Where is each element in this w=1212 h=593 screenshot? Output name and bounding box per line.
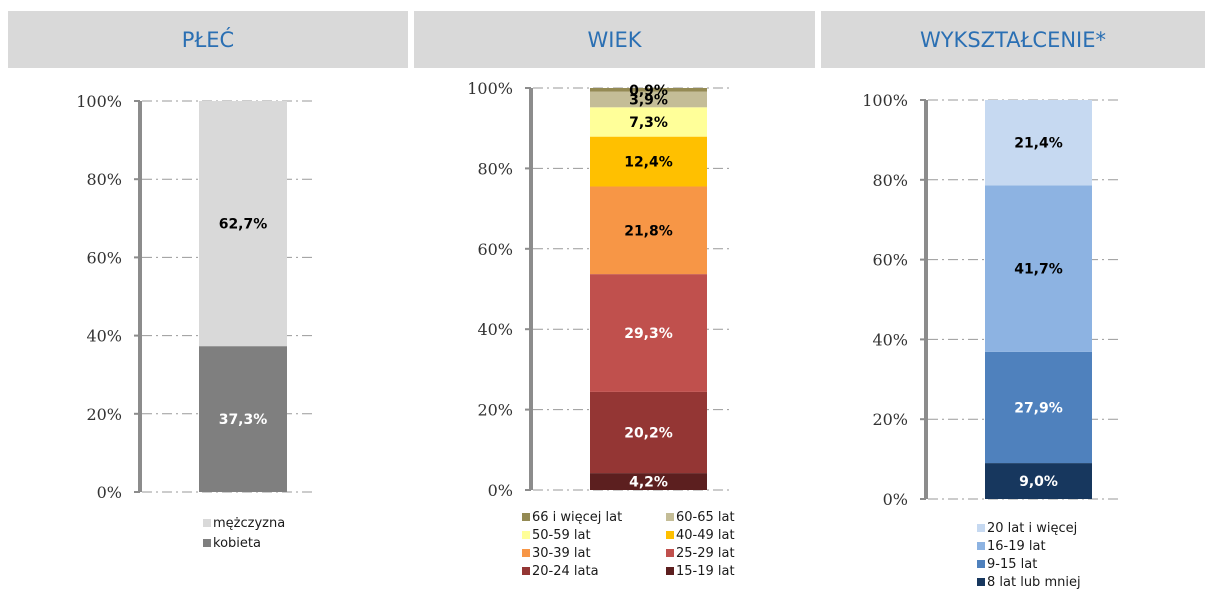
y-tick-label: 60%: [872, 251, 908, 270]
legend-swatch: [666, 549, 674, 557]
bar-segment: [590, 91, 707, 108]
data-label: 37,3%: [219, 412, 268, 428]
y-tick-label: 100%: [76, 92, 122, 111]
bar-segment: [985, 463, 1092, 499]
data-label: 41,7%: [1014, 262, 1063, 278]
legend-swatch: [666, 531, 674, 539]
y-tick-label: 40%: [477, 320, 513, 339]
legend-swatch: [203, 519, 211, 527]
bar-segment: [199, 101, 287, 347]
y-tick-label: 20%: [477, 401, 513, 420]
data-label: 12,4%: [624, 155, 673, 171]
legend-label: 40-49 lat: [676, 528, 735, 543]
data-label: 7,3%: [629, 115, 668, 131]
legend-swatch: [977, 560, 985, 568]
y-tick-label: 40%: [872, 330, 908, 349]
legend-swatch: [203, 539, 211, 547]
legend-swatch: [522, 513, 530, 521]
data-label: 21,8%: [624, 223, 673, 239]
bar-segment: [590, 473, 707, 490]
legend-label: 9-15 lat: [987, 557, 1037, 572]
data-label: 9,0%: [1019, 474, 1058, 490]
legend-swatch: [666, 513, 674, 521]
legend-label: 16-19 lat: [987, 539, 1046, 554]
legend-swatch: [522, 549, 530, 557]
bar-segment: [985, 351, 1092, 464]
legend-label: 50-59 lat: [532, 528, 591, 543]
bar-segment: [590, 274, 707, 392]
y-tick-label: 0%: [97, 483, 122, 502]
data-label: 21,4%: [1014, 136, 1063, 152]
legend-swatch: [666, 567, 674, 575]
bar-segment: [590, 107, 707, 137]
legend-label: 30-39 lat: [532, 546, 591, 561]
bar-segment: [985, 100, 1092, 186]
y-tick-label: 100%: [862, 91, 908, 110]
header-wiek: WIEK: [414, 11, 815, 68]
y-tick-label: 100%: [467, 79, 513, 98]
y-tick-label: 0%: [883, 490, 908, 509]
data-label: 20,2%: [624, 426, 673, 442]
legend-label: kobieta: [213, 536, 261, 551]
legend-label: 20 lat i więcej: [987, 521, 1077, 536]
legend-label: 20-24 lata: [532, 564, 599, 579]
header-wyksztalcenie: WYKSZTAŁCENIE*: [821, 11, 1205, 68]
bar-segment: [199, 346, 287, 492]
data-label: 3,9%: [629, 92, 668, 108]
legend-swatch: [522, 567, 530, 575]
legend-label: 15-19 lat: [676, 564, 735, 579]
bar-segment: [590, 88, 707, 92]
legend-label: 8 lat lub mniej: [987, 575, 1081, 590]
y-tick-label: 80%: [477, 159, 513, 178]
legend-swatch: [977, 578, 985, 586]
legend-label: mężczyzna: [213, 516, 285, 531]
legend-swatch: [977, 524, 985, 532]
y-tick-label: 0%: [488, 481, 513, 500]
y-tick-label: 60%: [477, 240, 513, 259]
bar-segment: [590, 136, 707, 187]
legend-label: 25-29 lat: [676, 546, 735, 561]
y-tick-label: 80%: [872, 171, 908, 190]
legend-label: 60-65 lat: [676, 510, 735, 525]
data-label: 62,7%: [219, 217, 268, 233]
y-tick-label: 20%: [86, 405, 122, 424]
data-label: 27,9%: [1014, 400, 1063, 416]
data-label: 4,2%: [629, 475, 668, 491]
data-label: 0,9%: [629, 83, 668, 99]
bar-segment: [985, 185, 1092, 352]
legend-swatch: [522, 531, 530, 539]
bar-segment: [590, 186, 707, 275]
y-tick-label: 80%: [86, 170, 122, 189]
y-tick-label: 20%: [872, 410, 908, 429]
bar-segment: [590, 391, 707, 474]
y-tick-label: 40%: [86, 327, 122, 346]
y-tick-label: 60%: [86, 248, 122, 267]
legend-label: 66 i więcej lat: [532, 510, 622, 525]
data-label: 29,3%: [624, 326, 673, 342]
header-plec: PŁEĆ: [8, 11, 408, 68]
legend-swatch: [977, 542, 985, 550]
